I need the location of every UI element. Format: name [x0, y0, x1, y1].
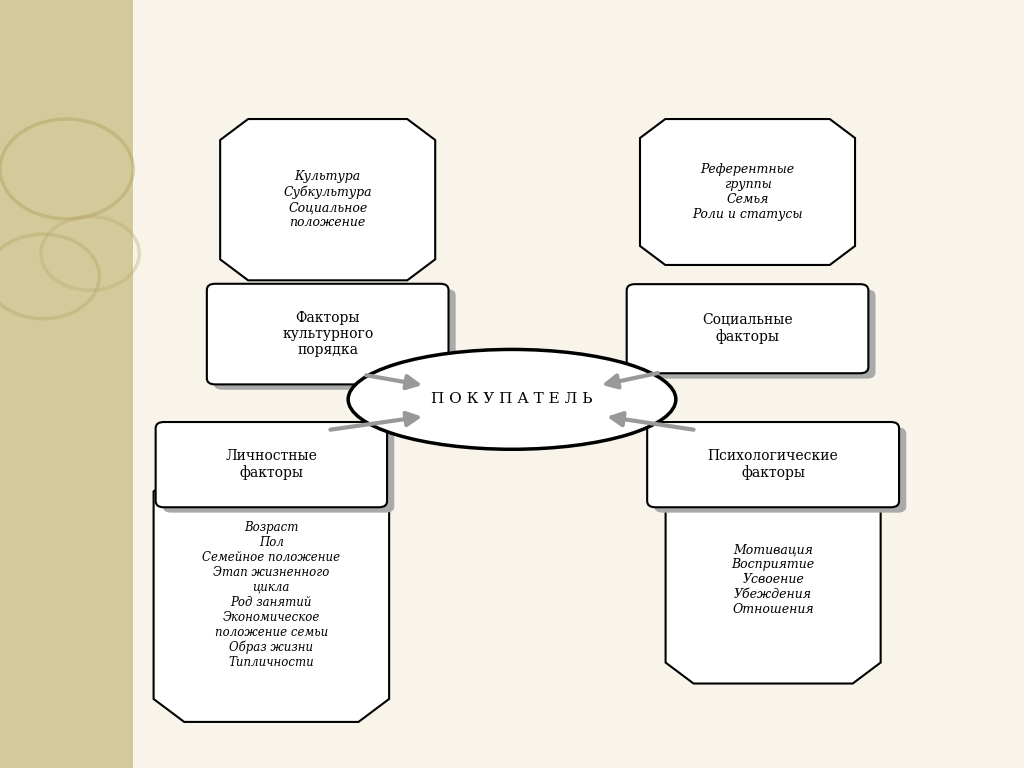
Text: П О К У П А Т Е Л Ь: П О К У П А Т Е Л Ь — [431, 392, 593, 406]
FancyBboxPatch shape — [647, 422, 899, 508]
Text: Психологические
факторы: Психологические факторы — [708, 449, 839, 480]
Polygon shape — [640, 119, 855, 265]
FancyBboxPatch shape — [634, 290, 876, 379]
FancyBboxPatch shape — [0, 0, 133, 768]
FancyBboxPatch shape — [214, 290, 456, 390]
FancyBboxPatch shape — [627, 284, 868, 373]
FancyBboxPatch shape — [156, 422, 387, 508]
FancyBboxPatch shape — [133, 0, 1024, 768]
FancyBboxPatch shape — [654, 427, 906, 513]
Text: Факторы
культурного
порядка: Факторы культурного порядка — [282, 311, 374, 357]
Text: Референтные
группы
Семья
Роли и статусы: Референтные группы Семья Роли и статусы — [692, 163, 803, 221]
Text: Личностные
факторы: Личностные факторы — [225, 449, 317, 480]
FancyBboxPatch shape — [207, 284, 449, 385]
Text: Возраст
Пол
Семейное положение
Этап жизненного
цикла
Род занятий
Экономическое
п: Возраст Пол Семейное положение Этап жизн… — [203, 521, 340, 670]
Text: Мотивация
Восприятие
Усвоение
Убеждения
Отношения: Мотивация Восприятие Усвоение Убеждения … — [731, 543, 815, 617]
FancyBboxPatch shape — [163, 427, 394, 513]
Polygon shape — [154, 468, 389, 722]
Text: Культура
Субкультура
Социальное
положение: Культура Субкультура Социальное положени… — [284, 170, 372, 229]
Ellipse shape — [348, 349, 676, 449]
Text: Социальные
факторы: Социальные факторы — [702, 313, 793, 344]
Polygon shape — [220, 119, 435, 280]
Polygon shape — [666, 476, 881, 684]
